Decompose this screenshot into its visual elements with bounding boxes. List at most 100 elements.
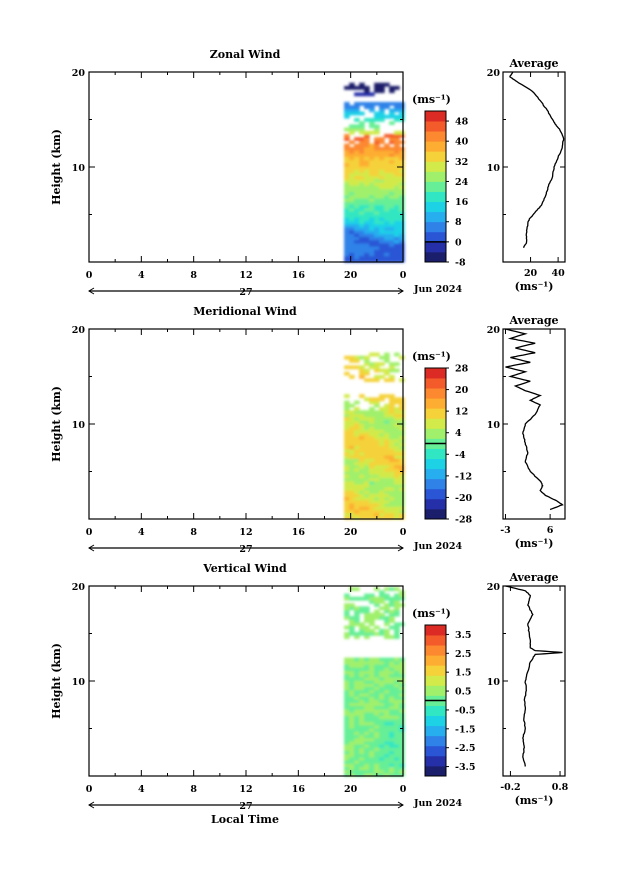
heatmap-cell — [369, 483, 375, 488]
heatmap-cell — [389, 619, 395, 623]
heatmap-cell — [399, 740, 405, 745]
heatmap-cell — [394, 718, 400, 723]
heatmap-cell — [349, 419, 355, 424]
heatmap-cell — [379, 664, 385, 668]
heatmap-cell — [354, 712, 360, 716]
heatmap-cell — [374, 432, 380, 437]
heatmap-cell — [349, 359, 355, 363]
heatmap-cell — [354, 111, 360, 116]
heatmap-cell — [359, 606, 365, 611]
heatmap-cell — [369, 175, 375, 180]
heatmap-cell — [399, 455, 405, 459]
heatmap-cell — [369, 632, 375, 636]
heatmap-cell — [344, 483, 350, 488]
heatmap-cell — [379, 487, 385, 491]
heatmap-cell — [379, 499, 385, 504]
heatmap-cell — [359, 355, 365, 360]
heatmap-cell — [394, 622, 400, 627]
heatmap-cell — [394, 255, 400, 260]
colorbar-tick-label: 40 — [455, 137, 469, 148]
heatmap-cell — [349, 480, 355, 485]
colorbar-swatch — [425, 111, 446, 122]
heatmap-cell — [344, 127, 350, 132]
heatmap-cell — [389, 435, 395, 440]
heatmap-cell — [399, 506, 405, 510]
heatmap-cell — [369, 718, 375, 723]
heatmap-cell — [379, 737, 385, 742]
heatmap-cell — [384, 772, 390, 777]
heatmap-cell — [369, 721, 375, 726]
heatmap-cell — [369, 220, 375, 225]
heatmap-cell — [349, 664, 355, 668]
heatmap-cell — [344, 249, 350, 253]
heatmap-cell — [379, 477, 385, 482]
heatmap-cell — [344, 503, 350, 507]
heatmap-cell — [379, 721, 385, 726]
heatmap-cell — [369, 622, 375, 627]
heatmap-cell — [359, 419, 365, 424]
heatmap-cell — [379, 198, 385, 202]
heatmap-cell — [359, 365, 365, 370]
heatmap-cell — [394, 474, 400, 478]
heatmap-cell — [379, 217, 385, 221]
heatmap-cell — [349, 226, 355, 231]
heatmap-cell — [394, 676, 400, 681]
heatmap — [344, 82, 405, 263]
colorbar-swatch — [425, 458, 446, 470]
heatmap-cell — [354, 763, 360, 767]
heatmap-cell — [379, 204, 385, 209]
heatmap-cell — [364, 477, 370, 482]
colorbar-tick-label: -0.5 — [455, 705, 475, 716]
heatmap-cell — [349, 204, 355, 209]
heatmap-cell — [344, 226, 350, 231]
heatmap-cell — [359, 628, 365, 633]
heatmap-cell — [379, 734, 385, 739]
heatmap-cell — [344, 683, 350, 687]
heatmap-cell — [399, 397, 405, 402]
heatmap-cell — [369, 750, 375, 755]
heatmap-cell — [359, 660, 365, 665]
heatmap-cell — [364, 728, 370, 732]
heatmap-cell — [364, 214, 370, 218]
heatmap-cell — [394, 753, 400, 758]
heatmap-cell — [389, 587, 395, 591]
heatmap-cell — [384, 660, 390, 665]
heatmap-cell — [384, 252, 390, 257]
heatmap-cell — [394, 252, 400, 257]
heatmap-cell — [399, 708, 405, 713]
heatmap-cell — [399, 696, 405, 700]
heatmap-cell — [379, 506, 385, 510]
profile-curve — [509, 71, 565, 248]
heatmap-cell — [394, 461, 400, 466]
heatmap-cell — [379, 763, 385, 767]
colorbar-swatch — [425, 251, 446, 263]
heatmap-cell — [349, 194, 355, 199]
heatmap-cell — [384, 506, 390, 510]
y-tick-label: 10 — [72, 677, 86, 688]
heatmap-cell — [399, 410, 405, 414]
heatmap-cell — [344, 146, 350, 151]
heatmap-cell — [344, 86, 350, 90]
heatmap-cell — [384, 673, 390, 678]
heatmap-cell — [364, 461, 370, 466]
heatmap-cell — [394, 230, 400, 234]
heatmap-cell — [349, 403, 355, 408]
heatmap-cell — [364, 734, 370, 739]
heatmap-cell — [349, 606, 355, 611]
heatmap-cell — [354, 670, 360, 675]
heatmap-cell — [384, 715, 390, 719]
heatmap-cell — [374, 464, 380, 469]
heatmap-cell — [359, 207, 365, 212]
heatmap-cell — [379, 86, 385, 90]
heatmap-cell — [364, 89, 370, 93]
heatmap-cell — [384, 175, 390, 180]
heatmap-cell — [374, 721, 380, 726]
heatmap-cell — [389, 230, 395, 234]
heatmap-cell — [364, 172, 370, 177]
heatmap-cell — [384, 667, 390, 671]
heatmap-cell — [389, 255, 395, 260]
heatmap-cell — [354, 512, 360, 517]
heatmap-cell — [389, 169, 395, 173]
heatmap-cell — [354, 657, 360, 662]
